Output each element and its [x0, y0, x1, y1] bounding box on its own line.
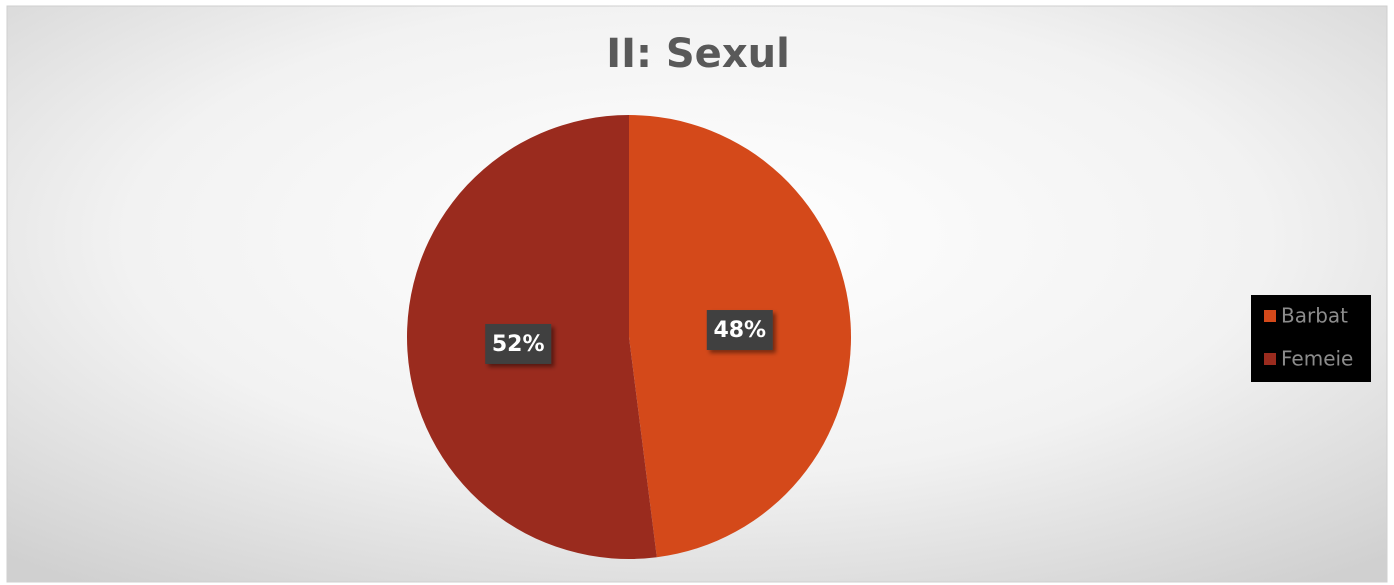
- legend: [1251, 295, 1371, 382]
- data-label-box: [485, 323, 552, 364]
- legend-swatch: [1264, 310, 1276, 322]
- data-label-box: [706, 310, 773, 351]
- pie: [407, 115, 852, 559]
- data-label: 48%: [713, 318, 766, 343]
- chart-title: II: Sexul: [606, 31, 790, 77]
- legend-label: Barbat: [1281, 304, 1348, 328]
- legend-swatch: [1264, 353, 1276, 365]
- legend-label: Femeie: [1281, 347, 1353, 371]
- data-label: 52%: [492, 332, 545, 357]
